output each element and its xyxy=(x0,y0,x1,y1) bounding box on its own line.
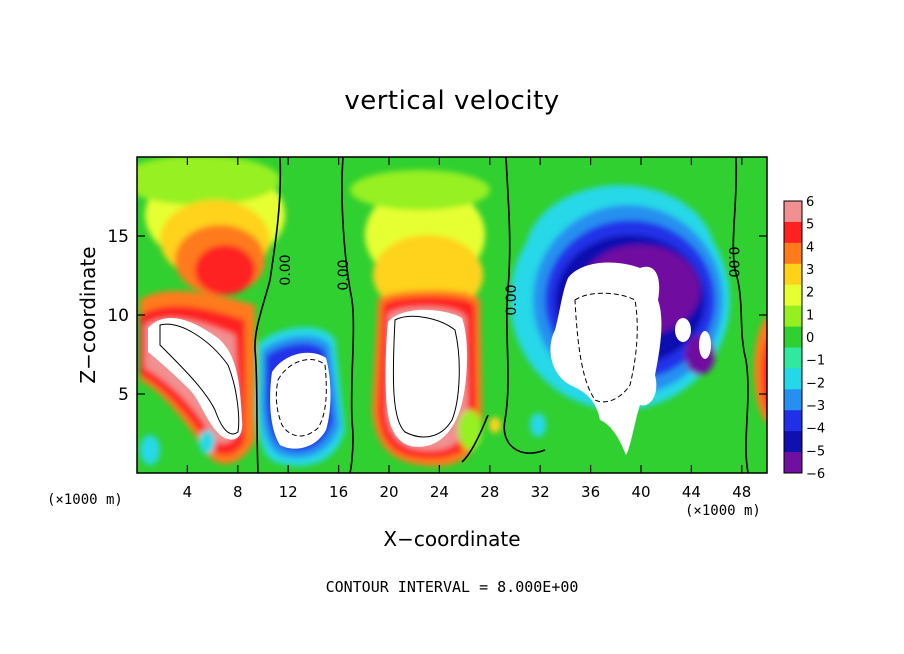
colorbar-label: 0 xyxy=(806,331,814,346)
colorbar-label: 3 xyxy=(806,263,814,278)
contour-label: 0.00 xyxy=(336,259,352,290)
colorbar-swatch xyxy=(784,305,802,328)
updraft-core-left xyxy=(148,317,243,440)
x-tick-label: 16 xyxy=(329,483,348,501)
heatmap-field: 0.00 0.00 0.00 0.00 xyxy=(137,157,767,473)
colorbar-swatch xyxy=(784,347,802,369)
colorbar-swatch xyxy=(784,201,802,223)
x-tick-label: 40 xyxy=(631,483,650,501)
x-axis-label: X−coordinate xyxy=(383,527,521,551)
y-axis-label: Z−coordinate xyxy=(76,246,100,384)
colorbar-swatch xyxy=(784,410,802,432)
x-tick-label: 20 xyxy=(379,483,398,501)
zero-contours xyxy=(254,157,749,473)
x-tick-label: 4 xyxy=(183,483,193,501)
colorbar-swatch xyxy=(784,221,802,244)
contour-label: 0.00 xyxy=(504,284,520,315)
x-tick-label: 8 xyxy=(233,483,243,501)
colorbar-label: 6 xyxy=(806,195,814,210)
chart-title: vertical velocity xyxy=(344,86,560,116)
x-scale-note-right: (×1000 m) xyxy=(685,503,761,519)
contour-interval: CONTOUR INTERVAL = 8.000E+00 xyxy=(325,578,579,596)
colorbar-label: −5 xyxy=(806,444,825,459)
colorbar-label: 4 xyxy=(806,240,814,255)
colorbar-label: −1 xyxy=(806,354,825,369)
colorbar-label: 1 xyxy=(806,308,814,323)
contour-label: 0.00 xyxy=(278,254,294,285)
colorbar: 6 5 4 3 2 1 0 −1 −2 −3 −4 −5 −6 xyxy=(783,195,825,482)
colorbar-swatch xyxy=(784,263,802,286)
downdraft-core-left xyxy=(270,352,331,449)
colorbar-swatch xyxy=(784,431,802,453)
x-tick-label: 12 xyxy=(279,483,298,501)
colorbar-frame xyxy=(783,200,803,474)
colorbar-swatch xyxy=(784,284,802,307)
colorbar-label: −4 xyxy=(806,422,825,437)
colorbar-swatch xyxy=(784,368,802,390)
contour-label: 0.00 xyxy=(725,246,741,277)
colorbar-label: −2 xyxy=(806,376,825,391)
x-axis: 4 8 12 16 20 24 28 32 36 40 44 48 xyxy=(183,157,751,501)
colorbar-swatch xyxy=(784,389,802,411)
x-tick-label: 24 xyxy=(430,483,449,501)
y-tick-label: 5 xyxy=(118,385,129,405)
downdraft-core-right xyxy=(550,262,662,455)
colorbar-swatch xyxy=(784,452,802,474)
colorbar-label: −3 xyxy=(806,399,825,414)
colorbar-label: −6 xyxy=(806,467,825,482)
y-tick-label: 10 xyxy=(107,306,129,326)
colorbar-swatch xyxy=(784,242,802,265)
x-tick-label: 28 xyxy=(480,483,499,501)
x-tick-label: 32 xyxy=(531,483,550,501)
colorbar-label: 2 xyxy=(806,286,814,301)
x-tick-label: 48 xyxy=(732,483,751,501)
colorbar-label: 5 xyxy=(806,218,814,233)
y-tick-label: 15 xyxy=(107,227,129,247)
x-tick-label: 44 xyxy=(682,483,701,501)
x-scale-note-left: (×1000 m) xyxy=(47,492,123,508)
updraft-core-center xyxy=(385,309,468,447)
y-axis: 5 10 15 xyxy=(107,227,767,405)
colorbar-swatch xyxy=(784,326,802,348)
x-tick-label: 36 xyxy=(581,483,600,501)
